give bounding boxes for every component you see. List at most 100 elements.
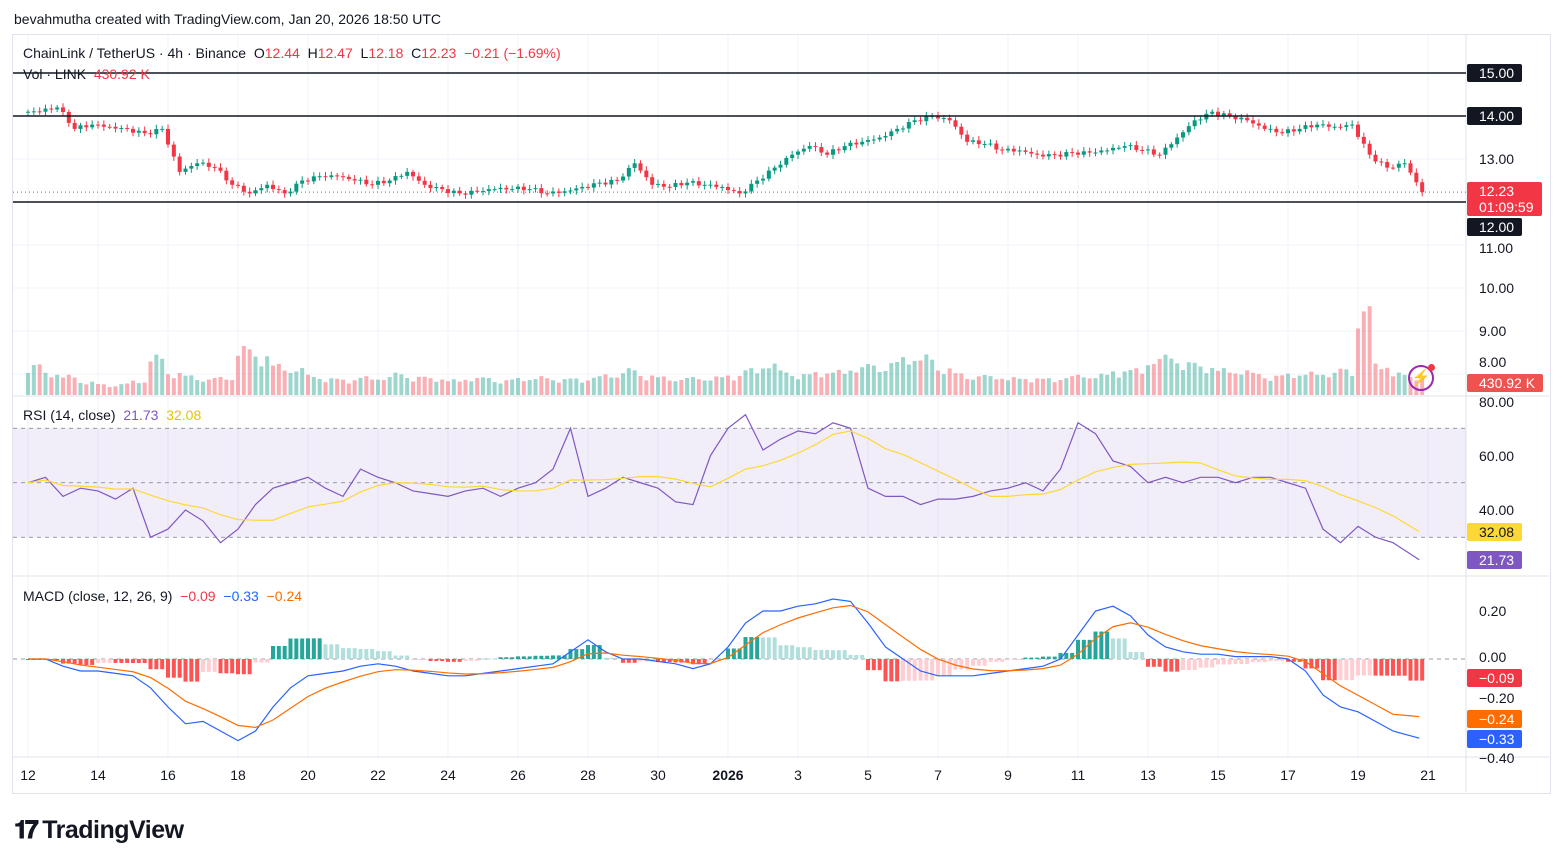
time-tick: 19 bbox=[1350, 767, 1366, 783]
macd-label[interactable]: MACD (close, 12, 26, 9) bbox=[23, 588, 173, 604]
macd-histogram-bar bbox=[831, 650, 835, 659]
volume-bar bbox=[1256, 374, 1261, 395]
candle-body bbox=[317, 176, 322, 178]
candle-body bbox=[615, 179, 620, 181]
volume-bar bbox=[1291, 378, 1296, 395]
line-tag-14: 14.00 bbox=[1467, 107, 1523, 125]
time-tick: 2026 bbox=[712, 767, 744, 783]
chart-credit: bevahmutha created with TradingView.com,… bbox=[14, 11, 441, 27]
symbol-legend: ChainLink / TetherUS · 4h · Binance O12.… bbox=[23, 45, 561, 61]
volume-bar bbox=[591, 377, 596, 395]
candle-body bbox=[889, 131, 894, 137]
candle-body bbox=[580, 186, 585, 189]
candle-body bbox=[807, 146, 812, 149]
volume-tag: 430.92 K bbox=[1467, 374, 1544, 392]
candle-body bbox=[1420, 182, 1425, 193]
candle-body bbox=[685, 182, 690, 186]
volume-bar bbox=[673, 381, 678, 395]
volume-bar bbox=[498, 383, 503, 395]
bar-countdown: 01:09:59 bbox=[1479, 199, 1534, 215]
macd-histogram-bar bbox=[1111, 638, 1115, 659]
volume-bar bbox=[714, 376, 719, 395]
candle-body bbox=[1169, 144, 1174, 148]
time-tick: 30 bbox=[650, 767, 666, 783]
candle-body bbox=[1315, 124, 1320, 128]
volume-bar bbox=[918, 360, 923, 395]
volume-bar bbox=[300, 368, 305, 395]
price-tick: 10.00 bbox=[1479, 280, 1515, 296]
volume-bar bbox=[650, 375, 655, 395]
candle-body bbox=[883, 136, 888, 138]
time-tick: 20 bbox=[300, 767, 316, 783]
candle-body bbox=[26, 111, 30, 113]
lightning-icon[interactable]: ⚡ bbox=[1408, 364, 1435, 391]
volume-bar bbox=[1146, 365, 1150, 395]
volume-bar bbox=[160, 358, 165, 395]
macd-histogram-bar bbox=[148, 659, 153, 670]
candle-body bbox=[1286, 129, 1290, 134]
macd-histogram-bar bbox=[1361, 659, 1366, 676]
candle-body bbox=[370, 184, 375, 186]
macd-histogram-bar bbox=[300, 638, 305, 659]
macd-histogram-bar bbox=[1315, 659, 1320, 669]
candle-body bbox=[825, 152, 830, 155]
candle-body bbox=[1122, 146, 1127, 148]
volume-bar bbox=[1321, 374, 1325, 395]
candle-body bbox=[335, 175, 340, 177]
candle-body bbox=[96, 124, 100, 126]
candle-body bbox=[148, 133, 153, 135]
candle-body bbox=[288, 191, 293, 194]
macd-histogram-bar bbox=[136, 659, 141, 664]
candle-body bbox=[358, 179, 363, 181]
macd-histogram-bar bbox=[1041, 656, 1045, 659]
candle-body bbox=[866, 139, 870, 142]
tradingview-logo[interactable]: 𝟏𝟕 TradingView bbox=[14, 816, 184, 845]
volume-bar bbox=[1134, 368, 1139, 395]
time-tick: 21 bbox=[1420, 767, 1436, 783]
volume-bar bbox=[638, 375, 643, 395]
macd-histogram-bar bbox=[1046, 656, 1051, 659]
candle-body bbox=[1268, 128, 1273, 130]
candle-body bbox=[959, 126, 964, 135]
macd-histogram-bar bbox=[434, 659, 439, 662]
time-tick: 22 bbox=[370, 767, 386, 783]
candle-body bbox=[253, 190, 258, 194]
macd-histogram-bar bbox=[691, 659, 695, 665]
macd-histogram-bar bbox=[1332, 659, 1337, 681]
volume-bar bbox=[96, 384, 100, 395]
rsi-label[interactable]: RSI (14, close) bbox=[23, 407, 116, 423]
candle-body bbox=[55, 107, 60, 110]
time-tick: 3 bbox=[794, 767, 802, 783]
rsi-ma-tag: 32.08 bbox=[1467, 523, 1523, 541]
volume-bar bbox=[481, 377, 485, 395]
volume-bar bbox=[731, 380, 736, 395]
macd-histogram-bar bbox=[755, 637, 760, 659]
macd-histogram-bar bbox=[218, 659, 223, 674]
candle-body bbox=[1006, 148, 1010, 151]
candle-body bbox=[1017, 150, 1022, 152]
macd-histogram-bar bbox=[556, 655, 561, 659]
volume-bar bbox=[562, 379, 567, 395]
low-value: 12.18 bbox=[368, 45, 404, 61]
symbol-title[interactable]: ChainLink / TetherUS · 4h · Binance bbox=[23, 45, 247, 61]
candle-body bbox=[1210, 111, 1215, 114]
volume-bar bbox=[726, 375, 730, 395]
candle-body bbox=[982, 143, 987, 145]
volume-bar bbox=[667, 380, 672, 395]
macd-histogram-bar bbox=[1064, 652, 1069, 659]
candle-body bbox=[1140, 149, 1145, 151]
volume-label[interactable]: Vol · LINK bbox=[23, 66, 87, 82]
candle-body bbox=[714, 184, 719, 187]
volume-bar bbox=[486, 378, 491, 395]
macd-histogram-bar bbox=[854, 654, 859, 659]
candle-body bbox=[761, 178, 765, 181]
macd-histogram-bar bbox=[1163, 659, 1168, 672]
candle-body bbox=[381, 180, 386, 184]
candle-body bbox=[1041, 154, 1045, 157]
macd-histogram-bar bbox=[376, 651, 380, 659]
rsi-tick: 40.00 bbox=[1479, 502, 1515, 518]
volume-bar bbox=[609, 377, 614, 395]
price-tick: 8.00 bbox=[1479, 354, 1507, 370]
macd-histogram-bar bbox=[399, 655, 404, 659]
